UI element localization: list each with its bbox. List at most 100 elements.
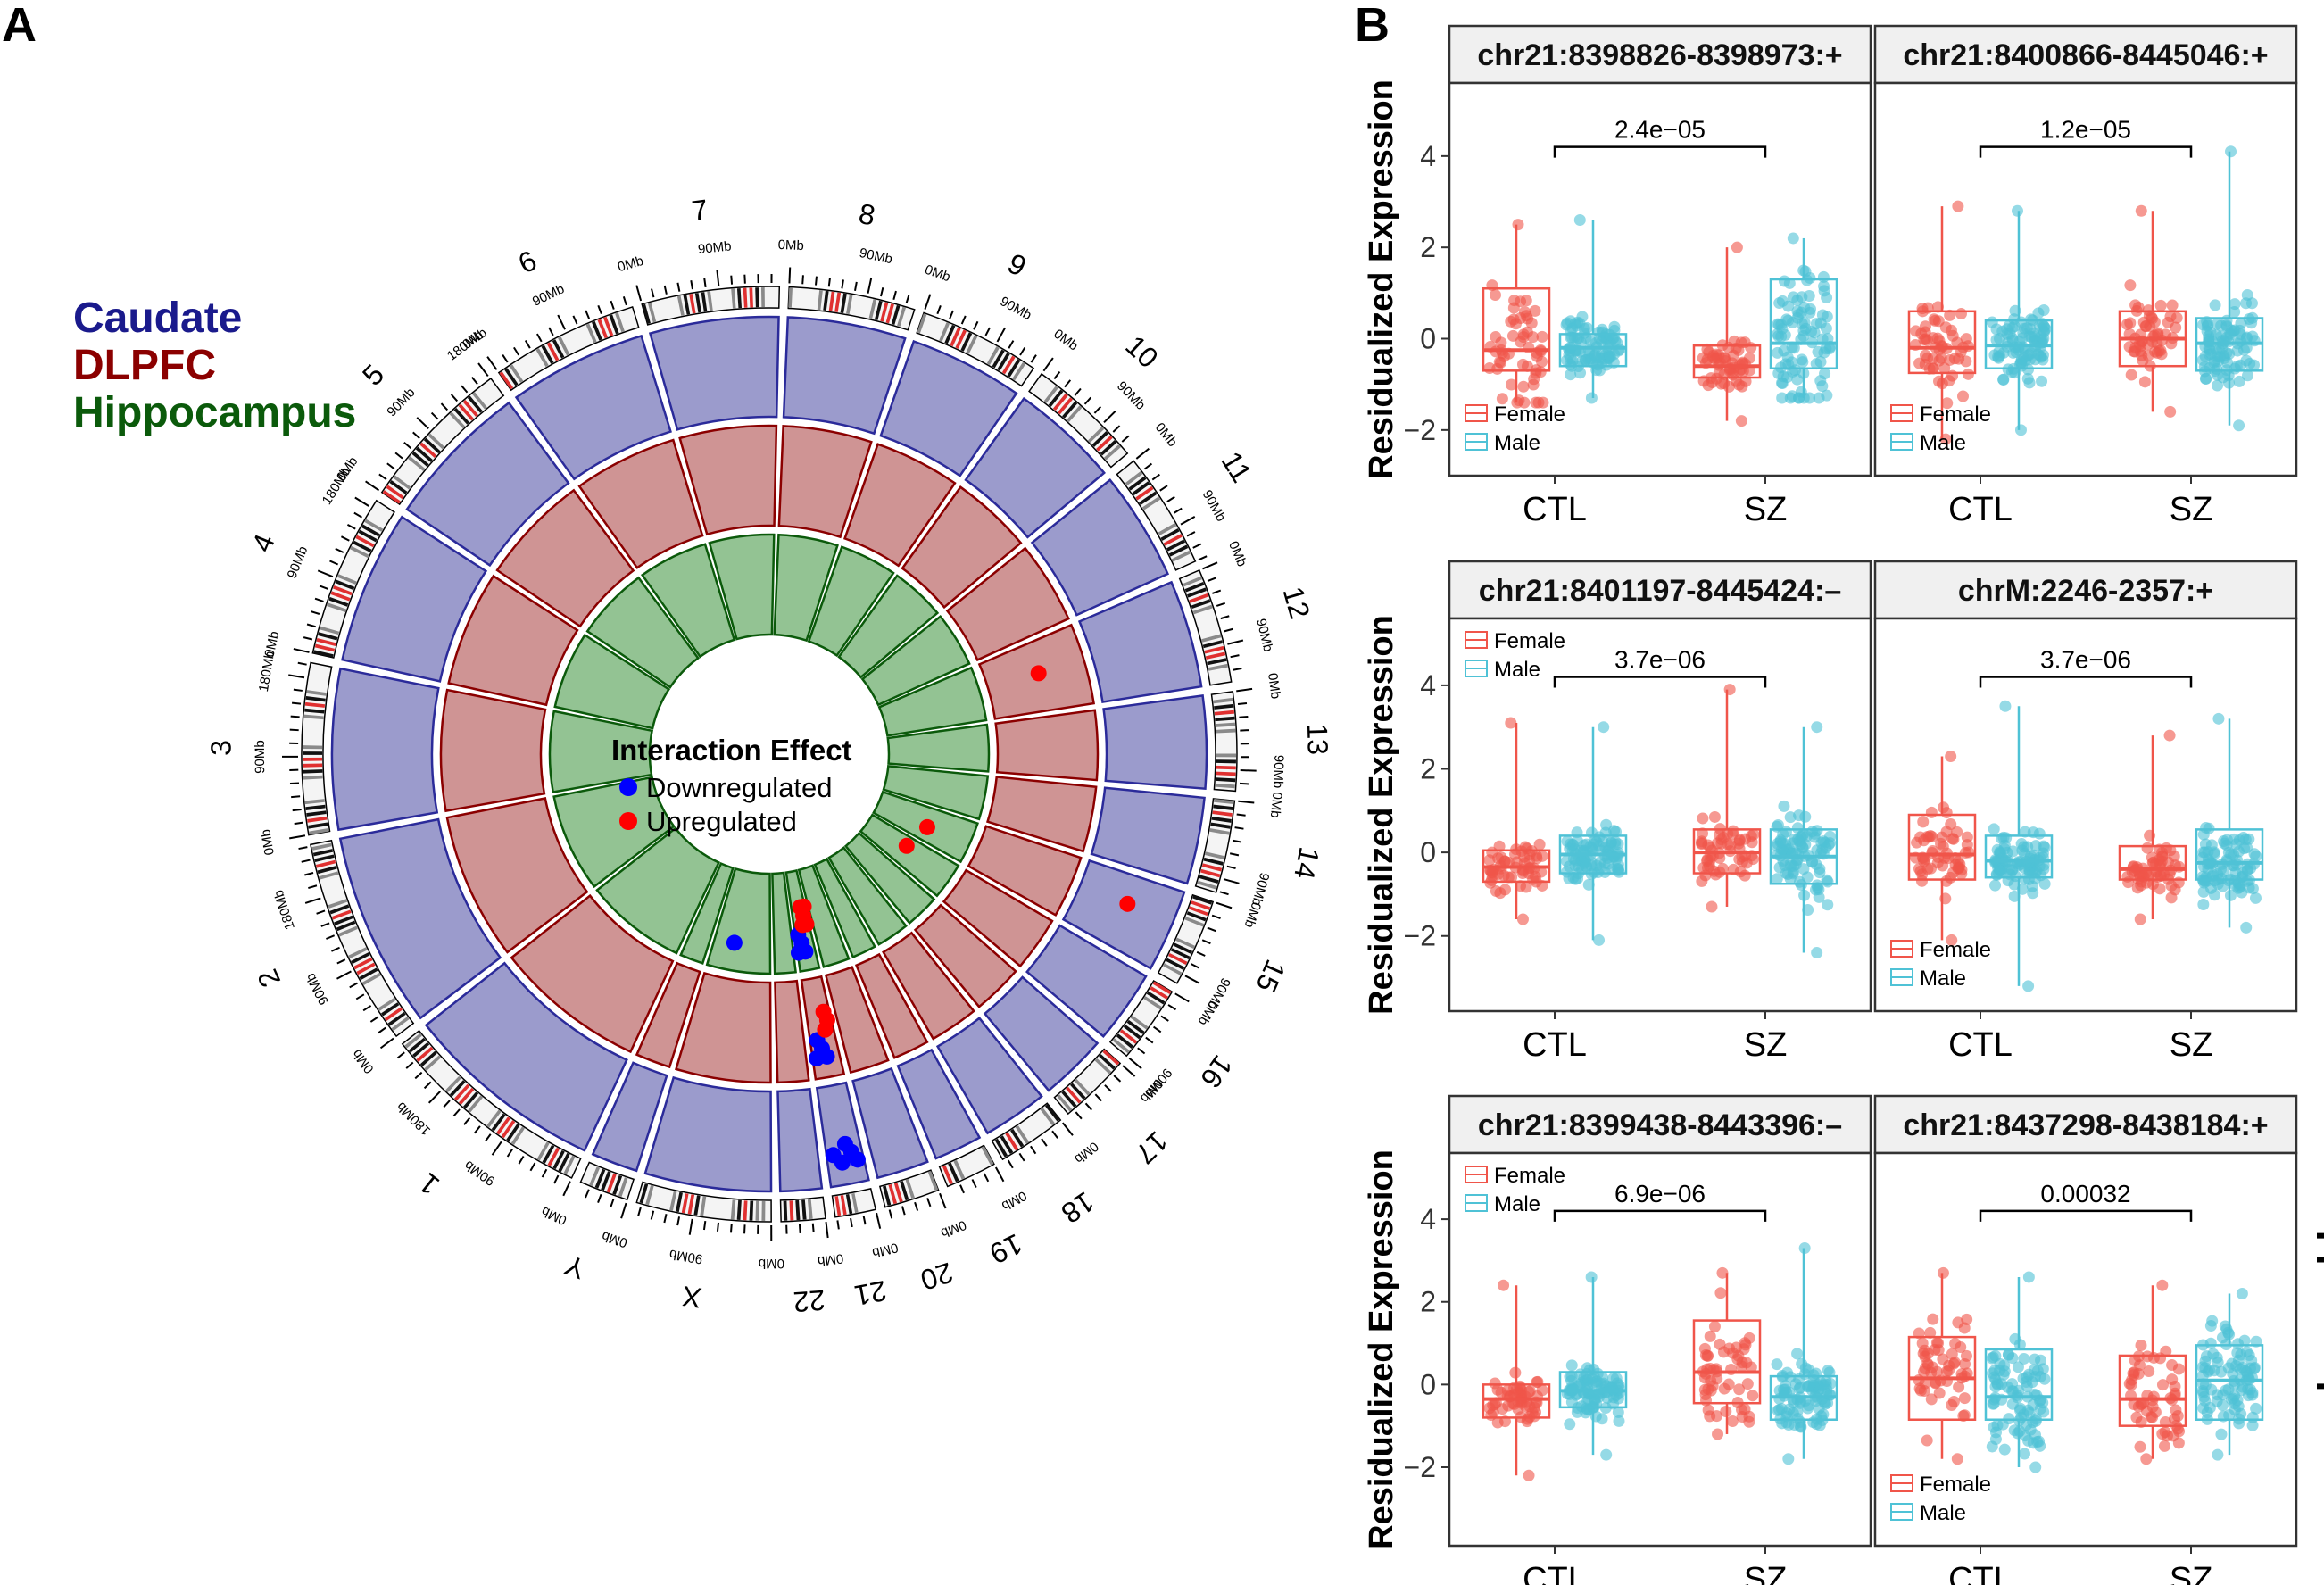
tick-chr17 — [1104, 1084, 1112, 1092]
jitter-point — [1523, 1469, 1535, 1481]
jitter-point — [1808, 327, 1821, 339]
jitter-point — [1997, 1368, 2010, 1381]
jitter-point — [1772, 319, 1785, 331]
box — [1907, 813, 1977, 881]
tick-chr7 — [690, 280, 693, 290]
jitter-point — [1819, 836, 1831, 849]
chromosome-label-15: 15 — [1249, 955, 1291, 997]
tick-chr8 — [867, 277, 873, 294]
chromosome-label-10: 10 — [1119, 329, 1165, 375]
jitter-point — [1585, 1271, 1598, 1283]
box — [2195, 1344, 2264, 1421]
tick-label-chr8: 90Mb — [858, 245, 893, 267]
ideogram-band-chr4 — [314, 643, 336, 652]
box — [2118, 1354, 2187, 1427]
y-tick-label: 0 — [1420, 323, 1436, 355]
ideogram-band-chrX — [645, 1185, 654, 1206]
ideogram-band-chr7 — [707, 291, 713, 311]
tick-chr17 — [1094, 1093, 1102, 1102]
tick-label-chr13: 90Mb — [1270, 754, 1286, 788]
jitter-point — [1962, 368, 1974, 380]
ideogram-band-chr10 — [1087, 427, 1105, 444]
caudate-ring-chr22 — [776, 1087, 824, 1193]
jitter-point — [2210, 343, 2222, 355]
tick-chr2 — [308, 884, 318, 890]
caudate-ring-chrX — [643, 1075, 773, 1193]
jitter-point — [2201, 1407, 2213, 1419]
hippocampus-ring-chr9 — [807, 545, 895, 658]
jitter-point — [2245, 1354, 2258, 1366]
jitter-point — [1515, 880, 1527, 892]
ideogram-band-chr3 — [307, 816, 328, 823]
jitter-point — [1489, 288, 1501, 301]
jitter-point — [2244, 1383, 2256, 1396]
legend-label: Female — [1920, 938, 1991, 962]
box — [1984, 1348, 2054, 1421]
jitter-point — [2006, 1352, 2019, 1365]
jitter-point — [2129, 299, 2142, 311]
ideogram-band-chr18 — [994, 1138, 1008, 1158]
tick-chr10 — [1083, 396, 1092, 405]
jitter-point — [1793, 392, 1805, 404]
ideogram-band-chr2 — [314, 854, 335, 863]
jitter-point — [2212, 1448, 2224, 1461]
jitter-point — [1515, 311, 1527, 324]
tick-chr12 — [1202, 561, 1218, 570]
jitter-point — [2034, 1371, 2046, 1383]
tick-chr2 — [379, 1037, 394, 1050]
x-tick-label: SZ — [1744, 491, 1788, 528]
tick-chr11 — [1192, 543, 1202, 549]
ideogram-band-chr13 — [1216, 777, 1236, 783]
ideogram-band-chr7 — [676, 295, 685, 316]
tick-chr5 — [365, 480, 380, 492]
ideogram-band-chr19 — [948, 1162, 959, 1183]
tick-chr5 — [440, 402, 449, 411]
jitter-point — [1536, 879, 1548, 892]
jitter-point — [2170, 1404, 2182, 1416]
jitter-point — [2235, 1348, 2247, 1361]
jitter-point — [2154, 299, 2167, 311]
tick-chr3 — [289, 782, 300, 785]
ideogram-band-chr3 — [303, 714, 324, 720]
tick-chr1 — [452, 1108, 461, 1117]
downregulated-marker — [619, 778, 637, 796]
ideogram-band-chrX — [700, 1196, 707, 1216]
jitter-point — [2250, 1402, 2262, 1415]
ideogram-band-chr3 — [309, 828, 329, 835]
jitter-point — [1945, 324, 1957, 336]
tick-chr4 — [353, 511, 363, 519]
ideogram-band-chr4 — [355, 535, 375, 548]
jitter-point — [1813, 392, 1825, 404]
jitter-point — [1919, 349, 1931, 361]
ideogram-band-chr14 — [1211, 816, 1232, 823]
tick-chr13 — [1239, 716, 1249, 718]
jitter-point — [1696, 875, 1708, 887]
dlpfc-ring-chr7 — [678, 424, 778, 536]
jitter-point — [1797, 830, 1809, 842]
jitter-point — [1486, 867, 1498, 879]
ideogram-band-chr14 — [1213, 804, 1233, 810]
ideogram-band-chr12 — [1183, 576, 1202, 587]
jitter-point — [1483, 362, 1496, 375]
panel-label-a: A — [2, 0, 37, 52]
ideogram-band-chr5 — [419, 442, 437, 458]
jitter-point — [2022, 1271, 2035, 1283]
tick-chr17 — [1075, 1111, 1083, 1120]
jitter-point — [1930, 1365, 1943, 1378]
tick-chr1 — [541, 1168, 548, 1178]
tick-chr3 — [288, 674, 305, 679]
jitter-point — [2124, 279, 2137, 292]
tick-chr14 — [1234, 826, 1244, 830]
ideogram-band-chr5 — [472, 392, 487, 410]
dlpfc-ring-chr5 — [495, 488, 635, 628]
ideogram-band-chr4 — [353, 540, 372, 553]
x-tick-label: CTL — [1948, 491, 2013, 528]
ideogram-band-chr12 — [1207, 658, 1227, 666]
jitter-point — [2237, 1361, 2249, 1373]
hippocampus-ring-chr1 — [595, 826, 721, 955]
jitter-point — [1739, 1339, 1752, 1351]
jitter-point — [1952, 200, 1964, 212]
ideogram-band-chr6 — [597, 319, 609, 339]
ideogram-band-chr2 — [312, 849, 334, 857]
tick-chr2 — [301, 859, 311, 863]
